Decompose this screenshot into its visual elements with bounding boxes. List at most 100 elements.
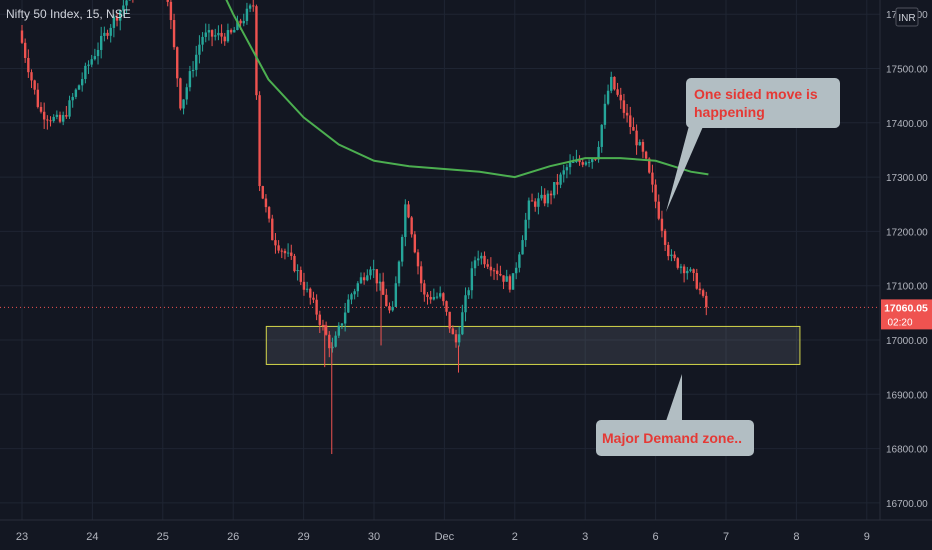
candle-body [448,311,451,329]
candle-body [258,95,261,187]
currency-badge-box [895,7,919,27]
candle-body [30,72,33,81]
candle-body [58,114,62,122]
callout-bottom-pointer [665,374,682,424]
time-tick-label: 3 [582,531,588,543]
candle-body [318,314,321,325]
candle-body [87,64,90,66]
candle-body [521,240,524,255]
callout-top-pointer [666,122,705,212]
candle-body [515,267,518,274]
symbol-title[interactable]: Nifty 50 Index, 15, NSE [6,7,131,21]
candle-body [324,325,328,335]
candle-body [315,299,318,315]
candle-body [606,90,610,104]
candle-body [692,269,695,273]
candle-body [296,269,299,272]
candle-body [451,328,455,335]
candle-body [616,89,619,95]
candle-body [283,250,287,254]
candle-body [635,130,638,146]
candle-body [610,76,613,91]
candle-body [112,16,116,28]
candle-body [106,32,109,36]
candle-body [499,273,502,276]
candle-body [309,288,312,298]
candle-body [236,20,239,31]
candle-body [543,194,546,204]
callout-one-sided-move: One sided move is happening [666,78,840,212]
callout-top-line2: happening [694,104,765,120]
candle-body [476,258,480,261]
candle-body [394,283,398,307]
candle-body [293,255,296,272]
candle-body [419,266,423,284]
callout-top-box [686,78,840,128]
candle-body [410,217,413,235]
candle-body [587,162,591,164]
price-tick-label: 17200.00 [886,227,928,238]
candle-body [679,266,683,268]
price-tick-label: 17400.00 [886,119,928,130]
candle-body [378,281,382,284]
candle-body [518,254,521,268]
candle-body [651,172,654,185]
candle-body [457,334,461,343]
candle-body [214,35,217,37]
candle-body [302,281,306,290]
time-tick-label: Dec [435,531,455,543]
candle-body [77,85,81,90]
candle-body [334,335,337,347]
candle-body [553,182,556,196]
candle-body [372,269,375,271]
candle-body [100,35,103,50]
candle-body [391,306,394,311]
candle-body [217,32,220,36]
candle-body [537,198,540,207]
callout-demand-zone: Major Demand zone.. [596,374,754,456]
candle-body [65,115,68,117]
candle-body [109,27,112,36]
candle-body [172,20,176,48]
demand-zone [265,325,801,365]
candle-body [248,5,252,9]
candle-body [632,127,635,131]
candle-body [648,158,651,173]
candle-body [255,6,258,96]
candle-body [663,230,667,245]
bar-countdown: 02:20 [887,317,912,328]
candle-body [103,32,106,36]
candle-body [356,283,360,292]
candle-body [667,244,670,257]
candle-body [492,270,496,272]
candle-body [23,42,27,58]
price-tick-label: 17000.00 [886,336,928,347]
candle-body [312,297,315,300]
time-axis[interactable]: 23 24 25 26 29 30 Dec 2 3 6 7 8 9 [0,519,932,550]
price-axis[interactable]: 16700.00 16800.00 16900.00 17000.00 17100.00… [879,0,932,520]
demand-zone-box [265,325,801,365]
candle-body [400,236,404,262]
candle-body [290,252,293,256]
candle-body [245,8,249,21]
candle-body [559,174,562,185]
callout-bottom-label: Major Demand zone.. [602,430,742,446]
candle-body [568,162,572,168]
candle-body [470,268,474,291]
candle-body [603,103,607,125]
moving-average-line [225,0,709,179]
candle-body [226,30,230,42]
time-tick-label: 25 [157,531,169,543]
candle-body [442,293,445,302]
candle-body [549,193,553,196]
candle-body [36,89,40,107]
candle-body [404,204,407,237]
candle-body [321,324,325,326]
candle-body [600,124,603,147]
candle-body [305,288,309,290]
time-tick-label: 24 [86,531,98,543]
candle-body [166,0,169,2]
candle-body [540,194,543,199]
candle-body [61,115,65,122]
